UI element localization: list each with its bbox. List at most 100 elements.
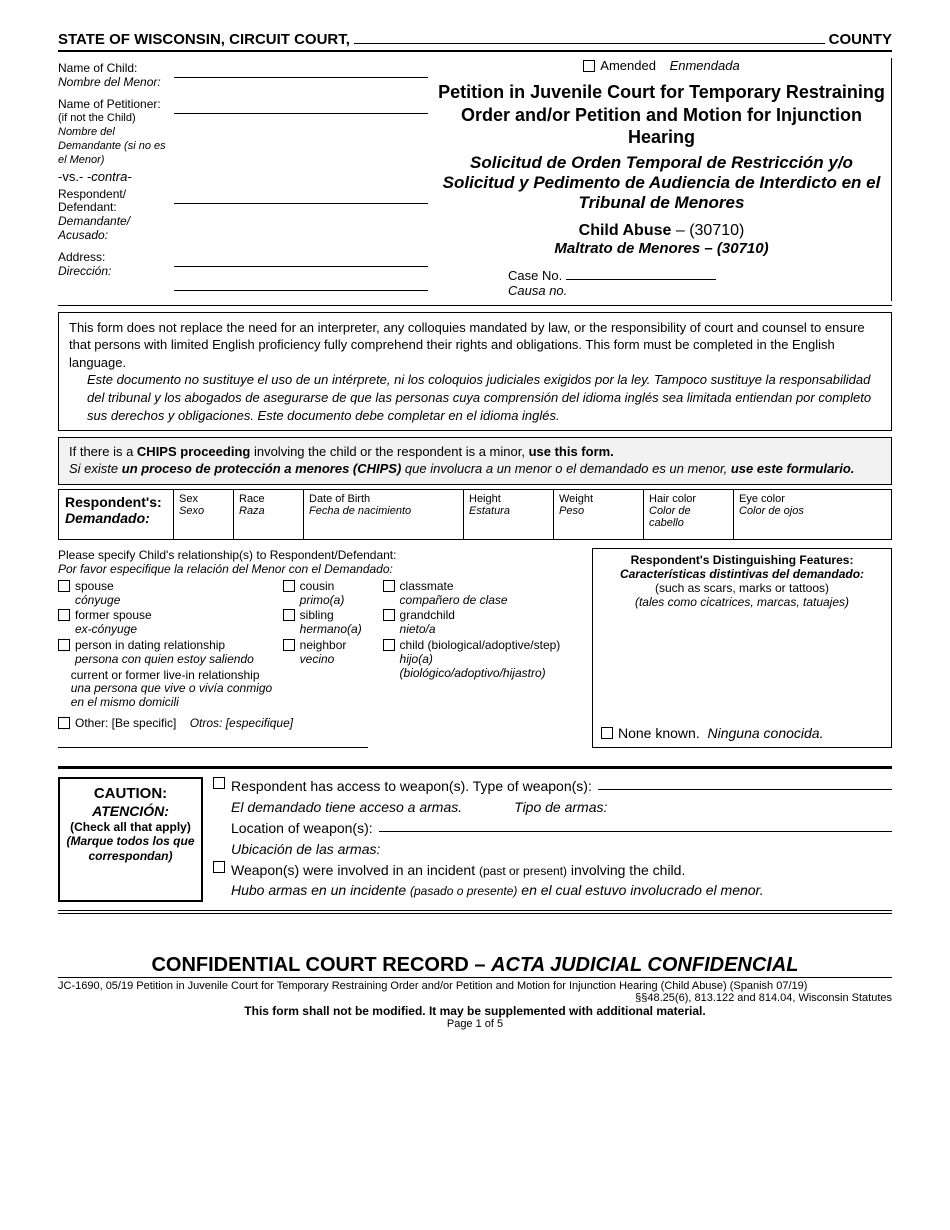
chips-en: If there is a CHIPS proceeding involving… <box>69 444 881 461</box>
form-id-line: JC-1690, 05/19 Petition in Juvenile Cour… <box>58 977 892 992</box>
petitioner-label: Name of Petitioner: <box>58 97 161 111</box>
notice-es: Este documento no sustituye el uso de un… <box>69 371 881 424</box>
address-label: Address: <box>58 250 105 264</box>
title-column: Amended Enmendada Petition in Juvenile C… <box>438 58 892 301</box>
causa-label: Causa no. <box>438 283 885 298</box>
features-title-es: Características distintivas del demandad… <box>620 567 864 581</box>
caution-title: CAUTION: <box>64 785 197 803</box>
child-abuse-en: Child Abuse – (30710) <box>438 222 885 240</box>
statutes-line: §§48.25(6), 813.122 and 814.04, Wisconsi… <box>58 992 892 1004</box>
resp-cell-sex[interactable]: SexSexo <box>174 490 234 539</box>
weapon-type-field[interactable] <box>598 777 892 790</box>
resp-cell-weight[interactable]: WeightPeso <box>554 490 644 539</box>
weapon-access-es: El demandado tiene acceso a armas. <box>231 798 462 817</box>
petitioner-sub: (if not the Child) <box>58 112 136 124</box>
weapon-location-es: Ubicación de las armas: <box>213 840 892 859</box>
rel-item: siblinghermano(a) <box>283 609 373 637</box>
resp-cell-eye-color[interactable]: Eye colorColor de ojos <box>734 490 891 539</box>
rel-checkbox[interactable] <box>58 609 70 621</box>
weapon-incident-label: Weapon(s) were involved in an incident (… <box>231 861 685 880</box>
address-field-1[interactable] <box>174 253 428 267</box>
county-label: COUNTY <box>829 31 892 48</box>
weapon-access-checkbox[interactable] <box>213 777 225 789</box>
rel-checkbox[interactable] <box>383 609 395 621</box>
rel-checkbox[interactable] <box>383 639 395 651</box>
other-checkbox[interactable] <box>58 717 70 729</box>
case-no-field[interactable] <box>566 267 716 280</box>
case-caption: Name of Child: Nombre del Menor: Name of… <box>58 58 892 306</box>
none-known-label: None known. Ninguna conocida. <box>618 725 823 741</box>
caution-label-box: CAUTION: ATENCIÓN: (Check all that apply… <box>58 777 203 902</box>
address-field-2[interactable] <box>174 277 428 291</box>
chips-es: Si existe un proceso de protección a men… <box>69 461 881 478</box>
other-field[interactable] <box>58 736 368 748</box>
rel-checkbox[interactable] <box>58 639 70 651</box>
other-label-es: Otros: [especifique] <box>190 716 293 730</box>
relationship-head: Please specify Child's relationship(s) t… <box>58 548 582 562</box>
distinguishing-features-box: Respondent's Distinguishing Features: Ca… <box>592 548 892 748</box>
rel-checkbox[interactable] <box>58 580 70 592</box>
notice-en: This form does not replace the need for … <box>69 319 881 372</box>
caution-section: CAUTION: ATENCIÓN: (Check all that apply… <box>58 766 892 914</box>
weapon-location-field[interactable] <box>379 819 892 832</box>
none-known-checkbox[interactable] <box>601 727 613 739</box>
page-number: Page 1 of 5 <box>58 1018 892 1030</box>
caution-title-es: ATENCIÓN: <box>64 803 197 820</box>
features-title: Respondent's Distinguishing Features: <box>631 553 854 567</box>
rel-checkbox[interactable] <box>383 580 395 592</box>
chips-notice: If there is a CHIPS proceeding involving… <box>58 437 892 485</box>
rel-item: former spouseex-cónyuge <box>58 609 273 637</box>
child-name-field[interactable] <box>174 64 428 78</box>
rel-item: classmatecompañero de clase <box>383 580 582 608</box>
rel-item: person in dating relationshippersona con… <box>58 639 273 667</box>
form-title-es: Solicitud de Orden Temporal de Restricci… <box>438 153 885 214</box>
amended-label-es: Enmendada <box>670 58 740 73</box>
features-sub-es: (tales como cicatrices, marcas, tatuajes… <box>635 595 849 609</box>
parties-column: Name of Child: Nombre del Menor: Name of… <box>58 58 428 301</box>
respondent-field[interactable] <box>174 190 428 204</box>
state-label: STATE OF WISCONSIN, CIRCUIT COURT, <box>58 31 350 48</box>
weapon-incident-checkbox[interactable] <box>213 861 225 873</box>
caution-sub-es: (Marque todos los que correspondan) <box>64 834 197 863</box>
relationship-section: Please specify Child's relationship(s) t… <box>58 548 892 748</box>
child-name-label-es: Nombre del Menor: <box>58 75 161 89</box>
respondent-label-es: Demandante/ Acusado: <box>58 214 130 242</box>
weapon-incident-es: Hubo armas en un incidente (pasado o pre… <box>213 881 892 900</box>
other-label: Other: [Be specific] <box>75 716 176 730</box>
modify-notice: This form shall not be modified. It may … <box>58 1004 892 1018</box>
rel-checkbox[interactable] <box>283 639 295 651</box>
rel-checkbox[interactable] <box>283 580 295 592</box>
rel-item: spousecónyuge <box>58 580 273 608</box>
rel-item: cousinprimo(a) <box>283 580 373 608</box>
rel-checkbox[interactable] <box>283 609 295 621</box>
relationship-head-es: Por favor especifique la relación del Me… <box>58 562 582 576</box>
county-blank[interactable] <box>354 30 825 44</box>
confidential-title: CONFIDENTIAL COURT RECORD – ACTA JUDICIA… <box>58 954 892 977</box>
rel-item: neighborvecino <box>283 639 373 667</box>
features-sub: (such as scars, marks or tattoos) <box>655 581 829 595</box>
form-title-en: Petition in Juvenile Court for Temporary… <box>438 81 885 149</box>
child-name-label: Name of Child: <box>58 61 137 75</box>
resp-cell-height[interactable]: HeightEstatura <box>464 490 554 539</box>
amended-checkbox[interactable] <box>583 60 595 72</box>
rel-item: current or former live-in relationshipun… <box>58 669 273 710</box>
weapon-access-label: Respondent has access to weapon(s). Type… <box>231 777 592 796</box>
weapon-location-label: Location of weapon(s): <box>231 819 373 838</box>
case-no-label: Case No. <box>508 268 562 283</box>
petitioner-label-es: Nombre del Demandante (si no es el Menor… <box>58 126 166 166</box>
resp-cell-race[interactable]: RaceRaza <box>234 490 304 539</box>
rel-item: grandchildnieto/a <box>383 609 582 637</box>
caution-content: Respondent has access to weapon(s). Type… <box>213 777 892 902</box>
amended-label: Amended <box>600 58 656 73</box>
vs-label: -vs.- -contra- <box>58 169 428 184</box>
page-footer: CONFIDENTIAL COURT RECORD – ACTA JUDICIA… <box>58 954 892 1030</box>
resp-cell-hair-color[interactable]: Hair colorColor de cabello <box>644 490 734 539</box>
resp-cell-date-of-birth[interactable]: Date of BirthFecha de nacimiento <box>304 490 464 539</box>
petitioner-field[interactable] <box>174 100 428 114</box>
respondent-label: Respondent/ Defendant: <box>58 187 126 215</box>
child-abuse-es: Maltrato de Menores – (30710) <box>438 240 885 257</box>
caution-sub: (Check all that apply) <box>64 820 197 834</box>
respondent-info-label: Respondent's: Demandado: <box>59 490 174 539</box>
respondent-info-table: Respondent's: Demandado: SexSexoRaceRaza… <box>58 489 892 540</box>
interpreter-notice: This form does not replace the need for … <box>58 312 892 431</box>
